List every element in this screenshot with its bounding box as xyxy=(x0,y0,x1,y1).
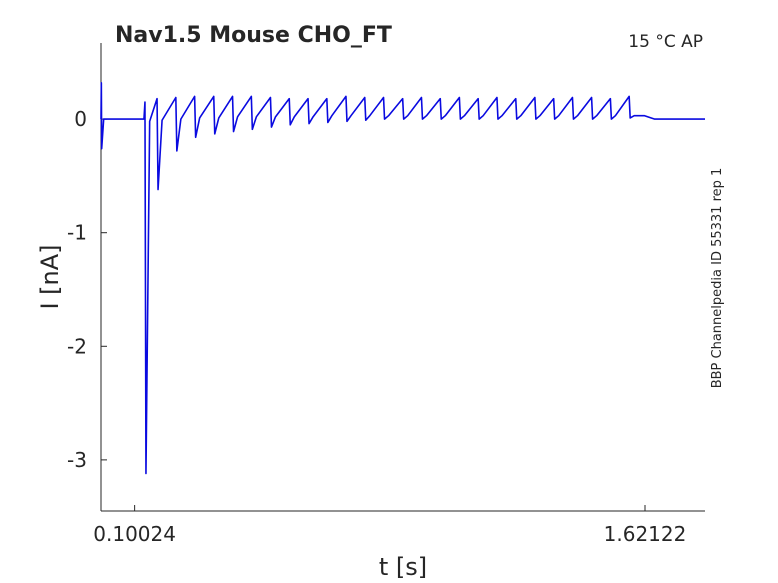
x-tick-label: 0.10024 xyxy=(93,522,176,546)
y-tick-label: -3 xyxy=(67,448,87,472)
y-axis-label: I [nA] xyxy=(36,244,64,309)
annotation: 15 °C AP xyxy=(628,32,703,52)
y-tick-label: 0 xyxy=(74,107,87,131)
y-tick-label: -2 xyxy=(67,334,87,358)
trace-line xyxy=(100,81,705,475)
x-axis-label: t [s] xyxy=(379,553,427,581)
chart-title: Nav1.5 Mouse CHO_FT xyxy=(115,23,392,48)
x-tick-label: 1.62122 xyxy=(604,522,687,546)
side-note: BBP Channelpedia ID 55331 rep 1 xyxy=(710,168,725,389)
y-tick-label: -1 xyxy=(67,221,87,245)
